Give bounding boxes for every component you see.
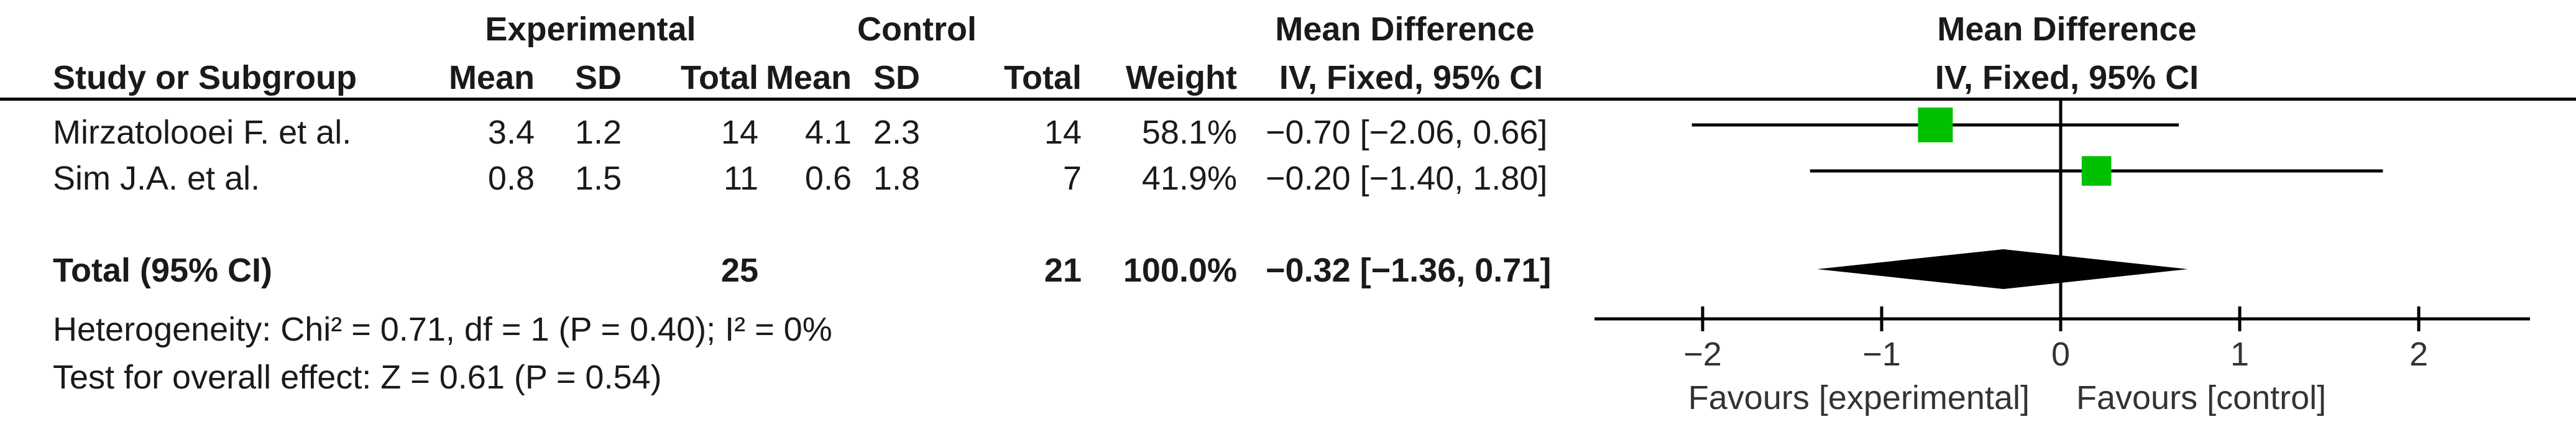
ctl-mean-header: Mean: [765, 59, 852, 96]
ctl-sd: 1.8: [873, 160, 920, 197]
control-group-header: Control: [857, 11, 977, 48]
total-ctl-total: 21: [1044, 252, 1082, 289]
pooled-diamond: [1817, 249, 2188, 289]
md-method-header: IV, Fixed, 95% CI: [1279, 59, 1543, 96]
ctl-sd-header: SD: [873, 59, 920, 96]
weight-header: Weight: [1126, 59, 1237, 96]
weight: 58.1%: [1141, 114, 1237, 151]
exp-mean-header: Mean: [448, 59, 535, 96]
total-exp-total: 25: [720, 252, 758, 289]
favours-control-label: Favours [control]: [2076, 379, 2326, 416]
ctl-mean: 0.6: [804, 160, 852, 197]
md-group-header: Mean Difference: [1275, 11, 1535, 48]
x-tick-label: 2: [2409, 336, 2428, 373]
x-tick-label: −2: [1683, 336, 1722, 373]
heterogeneity-text: Heterogeneity: Chi² = 0.71, df = 1 (P = …: [53, 311, 832, 348]
x-tick-label: −1: [1862, 336, 1901, 373]
ctl-sd: 2.3: [873, 114, 920, 151]
exp-sd: 1.5: [574, 160, 622, 197]
plot-title: Mean Difference: [1937, 11, 2197, 48]
x-tick-label: 1: [2230, 336, 2249, 373]
ctl-total: 7: [1062, 160, 1082, 197]
ctl-mean: 4.1: [804, 114, 852, 151]
md-ci: −0.20 [−1.40, 1.80]: [1266, 160, 1548, 197]
total-label: Total (95% CI): [53, 252, 273, 289]
header-rule-plot: [1591, 98, 2576, 101]
total-md-ci: −0.32 [−1.36, 0.71]: [1266, 252, 1552, 289]
exp-sd: 1.2: [574, 114, 622, 151]
exp-mean: 3.4: [487, 114, 535, 151]
overall-effect-text: Test for overall effect: Z = 0.61 (P = 0…: [53, 359, 662, 396]
ctl-total: 14: [1044, 114, 1082, 151]
header-rule-table: [0, 98, 1591, 101]
weight: 41.9%: [1141, 160, 1237, 197]
favours-experimental-label: Favours [experimental]: [1688, 379, 2030, 416]
md-ci: −0.70 [−2.06, 0.66]: [1266, 114, 1548, 151]
study-name: Mirzatolooei F. et al.: [53, 114, 352, 151]
experimental-group-header: Experimental: [485, 11, 696, 48]
x-tick-label: 0: [2051, 336, 2070, 373]
exp-total: 11: [723, 160, 758, 197]
ctl-total-header: Total: [1004, 59, 1082, 96]
exp-mean: 0.8: [487, 160, 535, 197]
study-name: Sim J.A. et al.: [53, 160, 260, 197]
study-point-square: [1918, 108, 1953, 142]
plot-method-header: IV, Fixed, 95% CI: [1934, 59, 2199, 96]
exp-total: 14: [720, 114, 758, 151]
exp-sd-header: SD: [574, 59, 622, 96]
study-point-square: [2081, 156, 2112, 186]
study-column-header: Study or Subgroup: [53, 59, 357, 96]
total-weight: 100.0%: [1123, 252, 1237, 289]
exp-total-header: Total: [681, 59, 758, 96]
